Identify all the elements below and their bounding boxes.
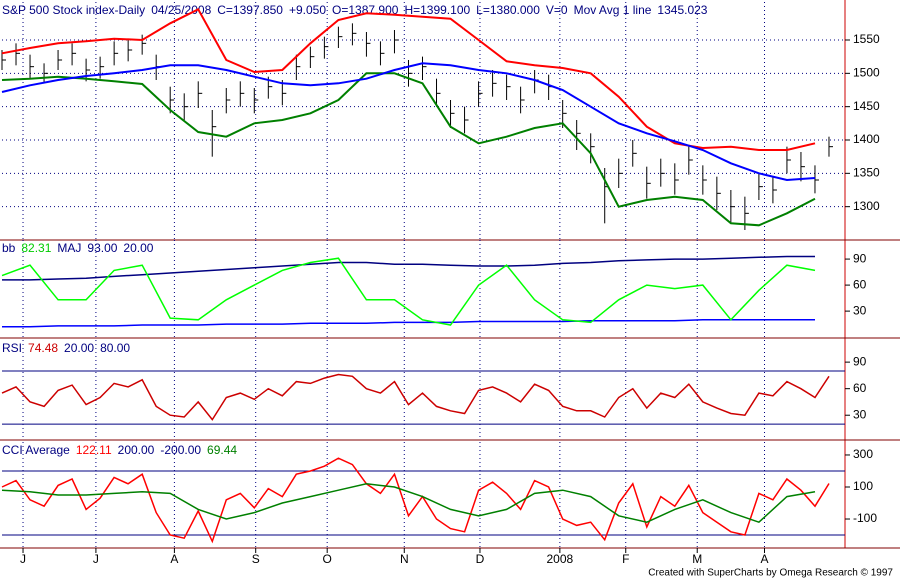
header-item: CCI Average [2, 443, 70, 457]
header-item: H=1399.100 [404, 3, 470, 17]
y-tick-label: 30 [853, 303, 867, 317]
header-item: V=0 [546, 3, 568, 17]
panel-header: RSI 74.48 20.00 80.00 [2, 341, 130, 355]
series-line [1, 457, 830, 544]
x-tick-label: M [692, 552, 702, 566]
panel-header: S&P 500 Stock index-Daily 04/25/2008 C=139… [2, 3, 708, 17]
header-item: 122.11 [76, 443, 112, 457]
y-tick-label: -100 [853, 511, 877, 525]
header-item: 74.48 [28, 341, 58, 355]
y-tick-label: 1300 [853, 199, 880, 213]
footer: Created with SuperCharts by Omega Resear… [648, 568, 893, 579]
y-tick-label: 30 [853, 407, 867, 421]
series-line [1, 62, 816, 182]
x-tick-label: S [252, 552, 260, 566]
x-tick-label: D [476, 552, 485, 566]
x-tick-label: O [323, 552, 332, 566]
series-line [1, 257, 816, 326]
y-tick-label: 1500 [853, 66, 880, 80]
series-line [1, 483, 816, 524]
series-line [1, 7, 816, 151]
y-tick-label: 60 [853, 277, 867, 291]
series-line [1, 373, 830, 421]
header-item: 80.00 [100, 341, 130, 355]
header-item: MAJ [57, 241, 81, 255]
y-tick-label: 300 [853, 447, 873, 461]
header-item: -200.00 [160, 443, 201, 457]
header-item: 200.00 [118, 443, 155, 457]
y-tick-label: 90 [853, 354, 867, 368]
header-item: C=1397.850 [217, 3, 283, 17]
x-tick-label: N [400, 552, 409, 566]
series-line [1, 72, 816, 227]
y-tick-label: 1450 [853, 99, 880, 113]
y-tick-label: 1550 [853, 32, 880, 46]
x-tick-label: A [170, 552, 178, 566]
header-item: 20.00 [64, 341, 94, 355]
x-tick-label: A [760, 552, 768, 566]
x-tick-label: F [622, 552, 629, 566]
y-tick-label: 1350 [853, 166, 880, 180]
header-item: 69.44 [207, 443, 237, 457]
panel-header: CCI Average 122.11 200.00 -200.00 69.44 [2, 443, 237, 457]
x-tick-label: J [93, 552, 99, 566]
y-tick-label: 90 [853, 251, 867, 265]
header-item: 04/25/2008 [151, 3, 211, 17]
header-item: 1345.023 [657, 3, 707, 17]
header-item: 82.31 [21, 241, 51, 255]
series-line [2, 255, 815, 281]
header-item: Mov Avg 1 line [574, 3, 652, 17]
series-line [2, 319, 815, 328]
header-item: 20.00 [123, 241, 153, 255]
panel-header: bb 82.31 MAJ 93.00 20.00 [2, 241, 154, 255]
header-item: L=1380.000 [476, 3, 540, 17]
header-item: +9.050 [289, 3, 326, 17]
header-item: 93.00 [87, 241, 117, 255]
header-item: bb [2, 241, 16, 255]
y-tick-label: 1400 [853, 132, 880, 146]
y-tick-label: 60 [853, 381, 867, 395]
header-item: RSI [2, 341, 22, 355]
x-tick-label: 2008 [547, 552, 574, 566]
y-tick-label: 100 [853, 479, 873, 493]
x-tick-label: J [20, 552, 26, 566]
header-item: S&P 500 Stock index-Daily [2, 3, 145, 17]
